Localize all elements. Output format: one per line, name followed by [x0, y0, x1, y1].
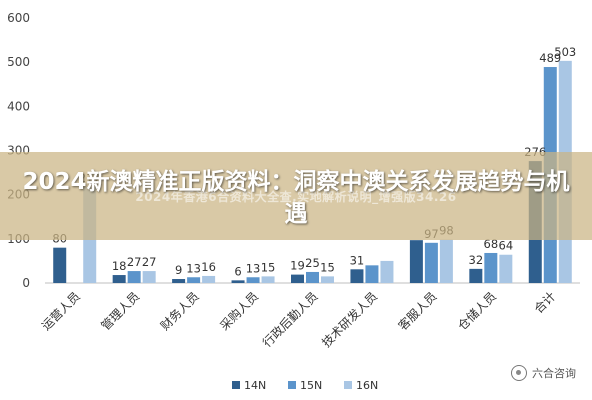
bar — [142, 271, 156, 283]
category-label: 技术研发人员 — [319, 289, 381, 351]
data-label: 19 — [290, 259, 305, 273]
data-label: 13 — [186, 261, 201, 275]
data-label: 503 — [554, 45, 576, 59]
bar — [469, 268, 483, 283]
data-label: 31 — [350, 253, 365, 267]
data-label: 25 — [305, 256, 320, 270]
data-label: 68 — [484, 237, 499, 251]
bar — [439, 239, 453, 283]
legend-label: 15N — [300, 379, 322, 392]
data-label: 18 — [112, 259, 127, 273]
legend-swatch — [232, 381, 240, 389]
bar — [409, 240, 423, 283]
category-label: 管理人员 — [98, 289, 143, 334]
wechat-icon — [511, 365, 527, 381]
bar — [291, 274, 304, 283]
data-label: 9 — [175, 263, 182, 277]
y-tick-label: 500 — [7, 55, 30, 69]
overlay-banner: 2024年香港6合资料大全查,实地解析说明_增强版34.26 2024新澳精准正… — [0, 152, 592, 240]
bar — [350, 269, 364, 283]
legend: 14N 15N 16N — [232, 379, 378, 392]
bar — [202, 275, 216, 283]
legend-swatch — [288, 381, 296, 389]
data-label: 15 — [320, 260, 335, 274]
data-label: 16 — [201, 260, 216, 274]
bar — [321, 276, 334, 283]
category-label: 仓储人员 — [454, 289, 499, 334]
category-label: 运营人员 — [39, 289, 83, 333]
category-label: 客服人员 — [395, 289, 440, 334]
bar — [424, 242, 438, 283]
bar — [484, 252, 498, 283]
bar — [380, 260, 394, 283]
bar — [127, 271, 141, 283]
watermark-text: 六合咨询 — [532, 367, 576, 380]
bar — [187, 277, 201, 283]
data-label: 32 — [469, 253, 484, 267]
legend-label: 16N — [356, 379, 378, 392]
bar — [499, 254, 513, 283]
category-label: 采购人员 — [217, 289, 262, 334]
banner-subtitle: 2024年香港6合资料大全查,实地解析说明_增强版34.26 — [135, 190, 457, 204]
data-label: 27 — [127, 255, 142, 269]
watermark: 六合咨询 — [511, 362, 576, 384]
bar — [261, 276, 275, 283]
category-label: 行政后勤人员 — [260, 289, 321, 350]
category-label: 财务人员 — [157, 289, 202, 334]
y-tick-label: 0 — [22, 276, 30, 290]
legend-label: 14N — [244, 379, 266, 392]
data-label: 13 — [246, 261, 261, 275]
bar — [365, 265, 379, 283]
bar — [246, 277, 260, 283]
banner-title: 2024新澳精准正版资料：洞察中澳关系发展趋势与机遇 — [22, 169, 570, 227]
data-label: 64 — [499, 239, 514, 253]
data-label: 489 — [539, 51, 561, 65]
bar — [306, 271, 319, 283]
bar — [53, 247, 67, 283]
data-label: 6 — [234, 264, 241, 278]
y-tick-label: 600 — [7, 11, 30, 25]
legend-swatch — [344, 381, 352, 389]
category-label: 合计 — [531, 289, 559, 317]
data-label: 27 — [142, 255, 157, 269]
data-label: 15 — [261, 260, 276, 274]
y-tick-label: 400 — [7, 99, 30, 113]
bar — [172, 279, 186, 283]
bar — [112, 275, 126, 283]
bar — [231, 280, 245, 283]
